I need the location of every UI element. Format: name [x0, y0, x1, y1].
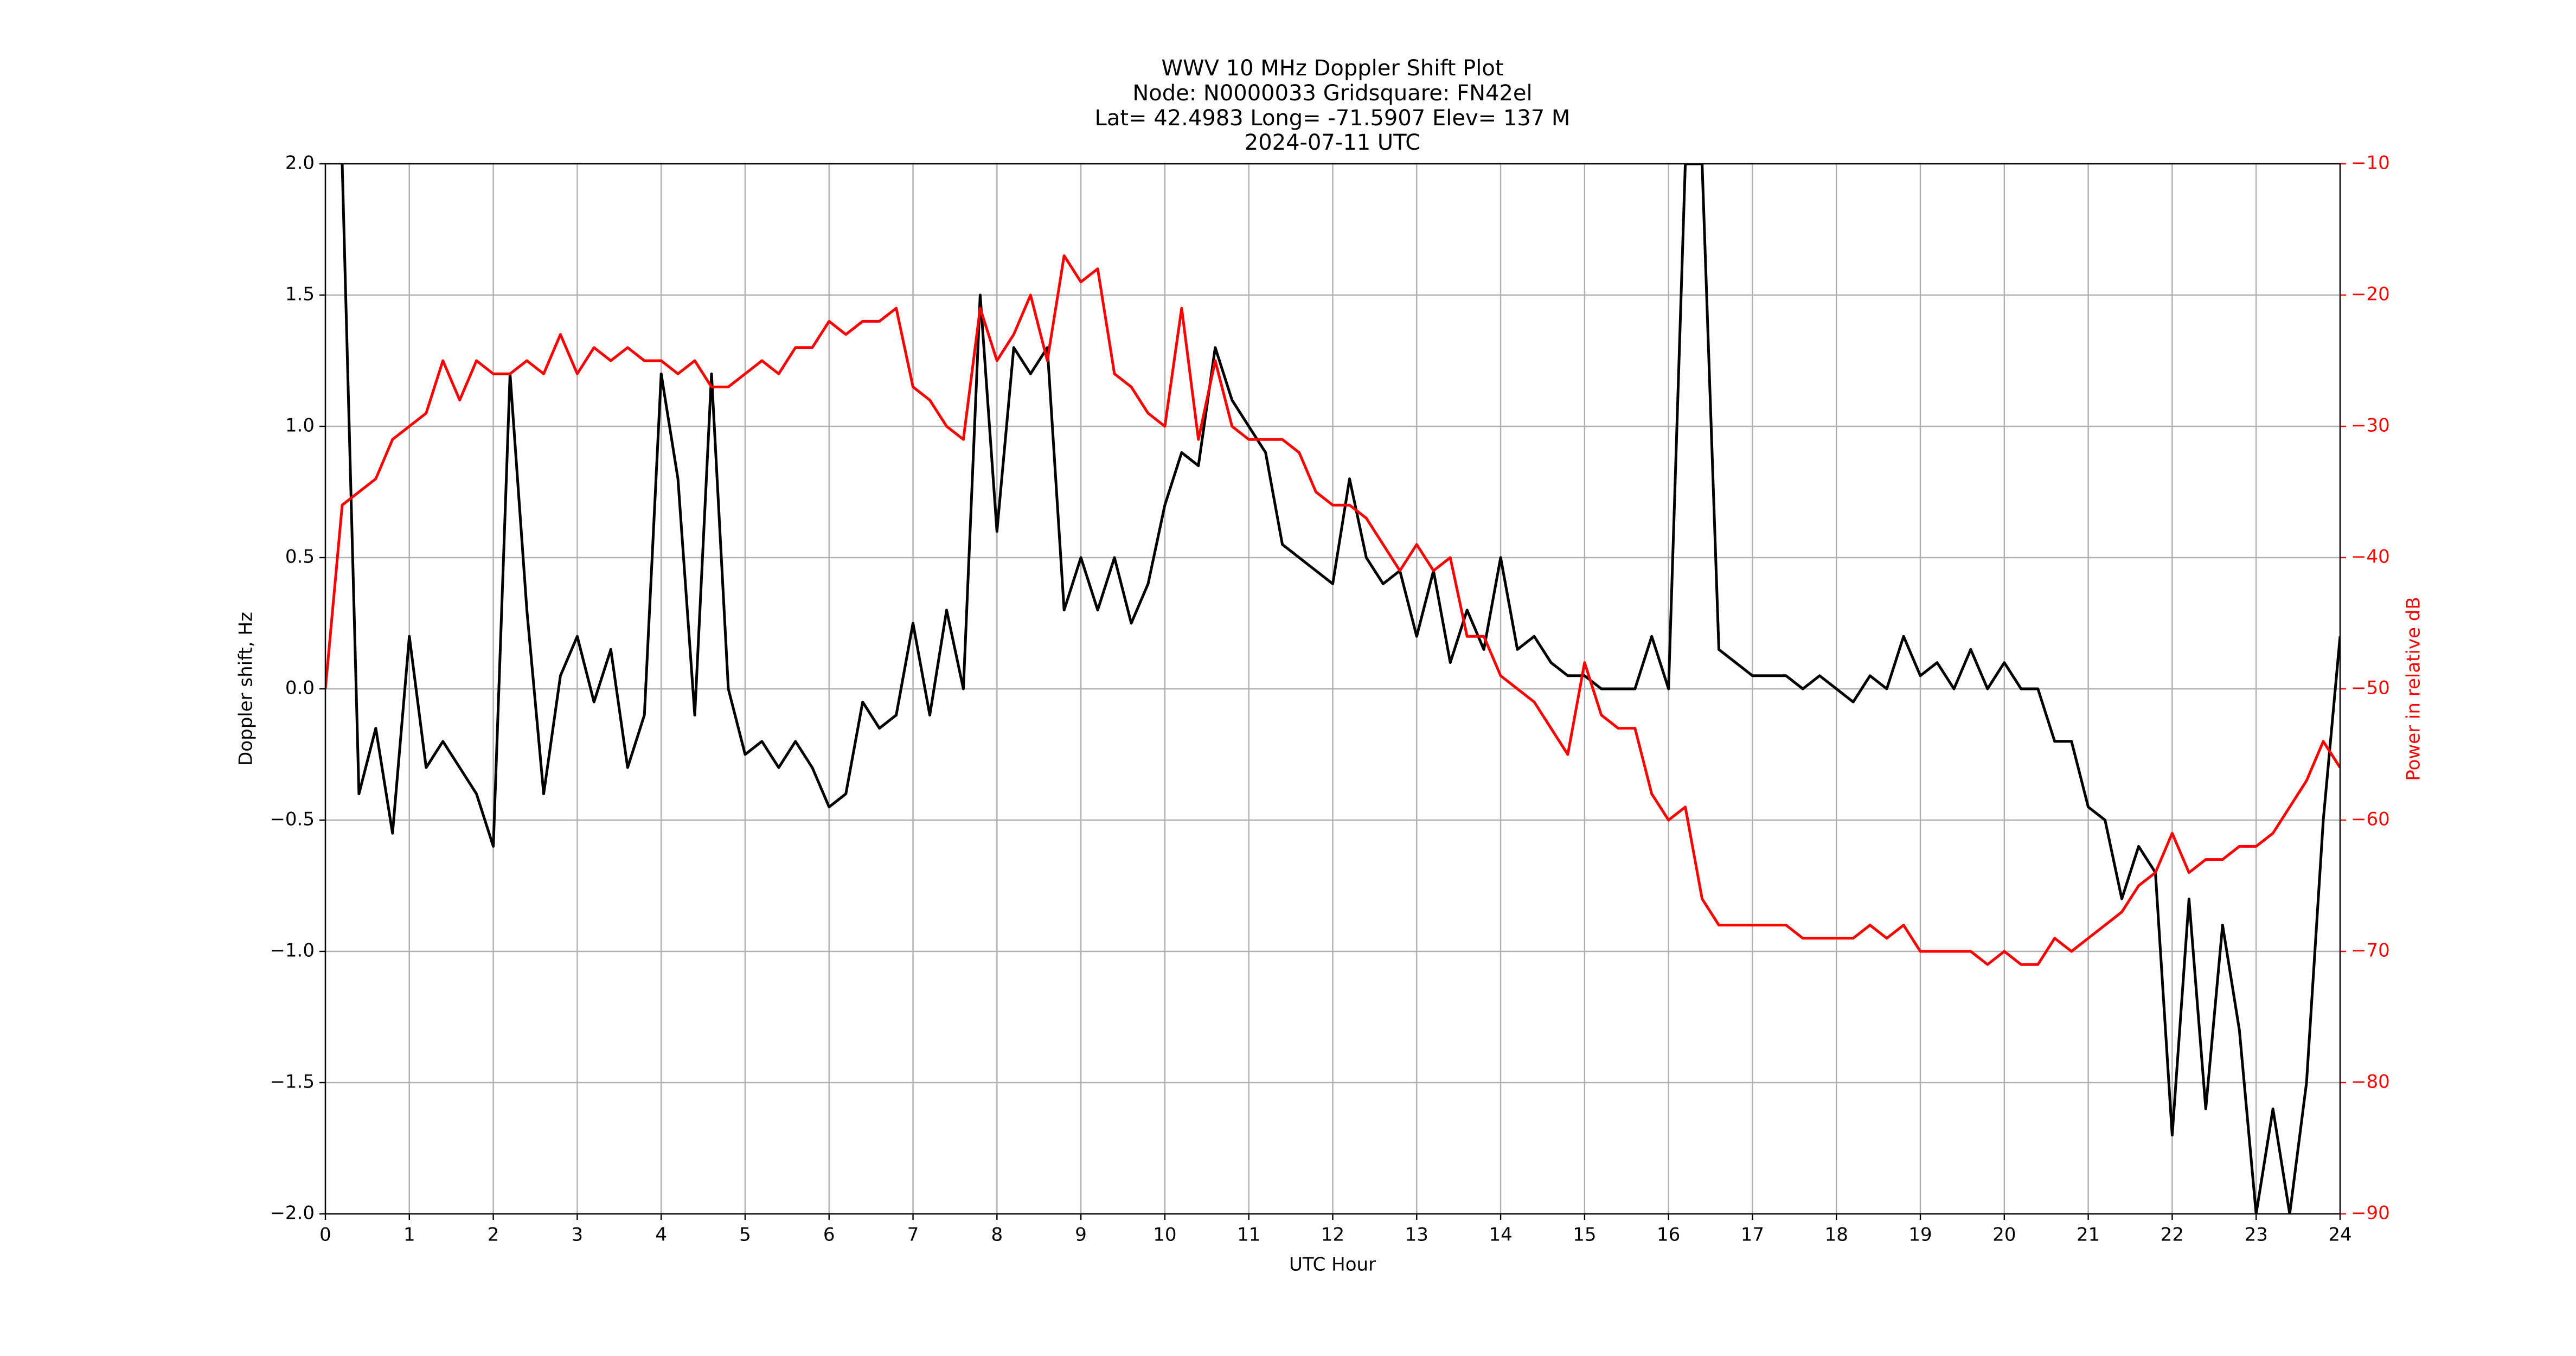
y-axis-label: Doppler shift, Hz	[235, 612, 257, 766]
y2-tick-label: −50	[2351, 677, 2390, 699]
y-tick-label: 1.0	[285, 415, 315, 437]
x-axis-label: UTC Hour	[1289, 1254, 1376, 1276]
y-tick-label: 0.5	[285, 546, 315, 568]
x-tick-label: 18	[1825, 1224, 1848, 1246]
y-tick-label: −0.5	[270, 809, 315, 830]
x-tick-label: 0	[319, 1224, 331, 1246]
plot-area	[325, 164, 2340, 1214]
chart-title: WWV 10 MHz Doppler Shift Plot	[1161, 56, 1503, 81]
x-tick-label: 15	[1573, 1224, 1596, 1246]
y2-tick-label: −40	[2351, 546, 2390, 568]
x-tick-label: 3	[572, 1224, 584, 1246]
x-tick-label: 5	[739, 1224, 751, 1246]
y-tick-label: −1.5	[270, 1071, 315, 1093]
y2-tick-label: −90	[2351, 1203, 2390, 1224]
y2-axis-label: Power in relative dB	[2403, 597, 2425, 781]
y2-tick-label: −20	[2351, 284, 2390, 305]
y-tick-label: 2.0	[285, 152, 315, 174]
y-tick-label: −1.0	[270, 940, 315, 962]
x-tick-label: 4	[655, 1224, 667, 1246]
chart-title: Node: N0000033 Gridsquare: FN42el	[1132, 81, 1532, 106]
x-tick-label: 23	[2245, 1224, 2268, 1246]
x-tick-label: 10	[1153, 1224, 1176, 1246]
y2-tick-label: −60	[2351, 809, 2390, 830]
x-tick-label: 16	[1657, 1224, 1680, 1246]
y2-tick-label: −30	[2351, 415, 2390, 437]
x-tick-label: 17	[1741, 1224, 1764, 1246]
x-tick-label: 24	[2328, 1224, 2351, 1246]
x-tick-label: 14	[1489, 1224, 1512, 1246]
series-line	[341, 164, 2340, 1214]
x-tick-label: 13	[1405, 1224, 1428, 1246]
chart-title: Lat= 42.4983 Long= -71.5907 Elev= 137 M	[1095, 106, 1571, 131]
x-tick-label: 7	[907, 1224, 919, 1246]
chart-title: 2024-07-11 UTC	[1245, 130, 1420, 155]
x-tick-label: 12	[1321, 1224, 1344, 1246]
y2-tick-label: −70	[2351, 940, 2390, 962]
x-tick-label: 11	[1237, 1224, 1260, 1246]
y-tick-label: 0.0	[285, 677, 315, 699]
x-tick-label: 22	[2161, 1224, 2184, 1246]
y-tick-label: 1.5	[285, 284, 315, 305]
x-tick-label: 8	[991, 1224, 1003, 1246]
series-line	[325, 254, 2340, 966]
y-tick-label: −2.0	[270, 1203, 315, 1224]
y2-tick-label: −10	[2351, 152, 2390, 174]
x-tick-label: 21	[2077, 1224, 2100, 1246]
y2-tick-label: −80	[2351, 1071, 2390, 1093]
plot-frame	[324, 163, 2341, 1215]
x-tick-label: 1	[403, 1224, 415, 1246]
x-tick-label: 20	[1992, 1224, 2016, 1246]
x-tick-label: 19	[1908, 1224, 1932, 1246]
x-tick-label: 9	[1075, 1224, 1087, 1246]
x-tick-label: 6	[823, 1224, 835, 1246]
x-tick-label: 2	[488, 1224, 499, 1246]
